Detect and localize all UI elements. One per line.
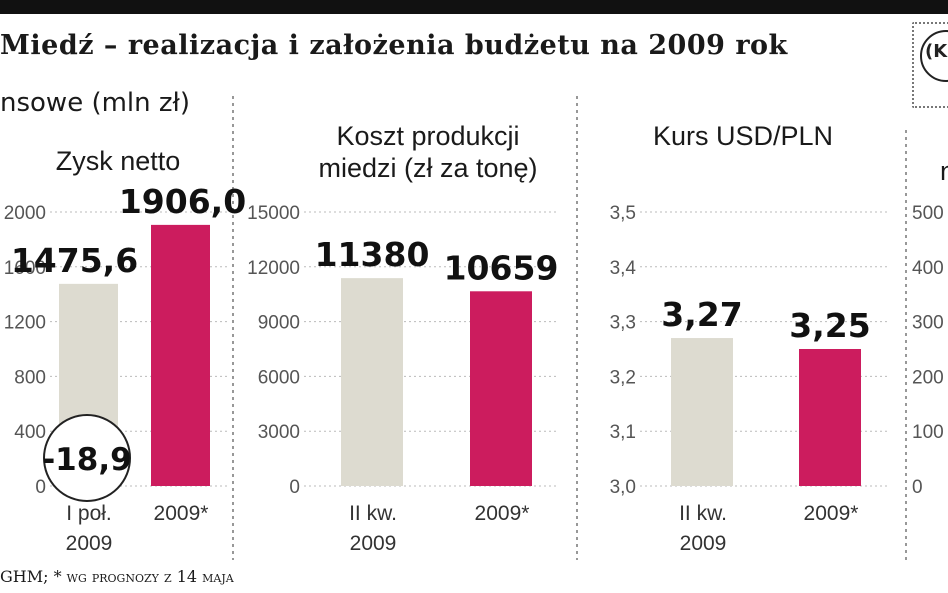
- y-tick-label: 12000: [247, 258, 300, 279]
- data-label: 10659: [444, 248, 559, 287]
- bar: [671, 338, 733, 486]
- y-tick-label: 15000: [247, 203, 300, 224]
- y-tick-label: 3,1: [610, 422, 636, 443]
- panel-title: Kurs USD/PLN: [653, 121, 833, 151]
- page-title: Miedź – realizacja i założenia budżetu n…: [0, 30, 788, 61]
- data-label: 11380: [315, 235, 430, 274]
- category-label: 2009*: [475, 502, 530, 525]
- data-label: 3,25: [789, 306, 870, 345]
- y-tick-label: 400: [912, 258, 944, 279]
- source-footnote: GHM; * wg prognozy z 14 maja: [0, 567, 234, 586]
- badge-text: (K: [925, 41, 948, 62]
- annotation-label: -18,9: [42, 442, 131, 478]
- category-label: I poł.: [66, 502, 112, 525]
- panel-title: Zysk netto: [56, 146, 181, 176]
- y-tick-label: 3,0: [610, 477, 636, 498]
- y-tick-label: 3,5: [610, 203, 636, 224]
- y-tick-label: 1200: [4, 313, 46, 334]
- bar: [341, 278, 403, 486]
- y-tick-label: 400: [14, 422, 46, 443]
- y-tick-label: 9000: [258, 313, 300, 334]
- top-bar: [0, 0, 948, 14]
- category-label: 2009: [66, 532, 113, 555]
- y-tick-label: 0: [35, 477, 46, 498]
- y-tick-label: 3,4: [610, 258, 637, 279]
- y-tick-label: 500: [912, 203, 944, 224]
- bar: [151, 224, 210, 487]
- y-tick-label: 6000: [258, 367, 300, 388]
- panel-title: Koszt produkcji: [336, 121, 519, 151]
- y-tick-label: 0: [289, 477, 300, 498]
- y-tick-label: 100: [912, 422, 944, 443]
- y-tick-label: 1600: [4, 258, 46, 279]
- y-tick-label: 200: [912, 367, 944, 388]
- category-label: 2009: [350, 532, 397, 555]
- category-label: II kw.: [679, 502, 727, 525]
- y-tick-label: 2000: [4, 203, 46, 224]
- y-tick-label: 800: [14, 367, 46, 388]
- category-label: 2009: [680, 532, 727, 555]
- category-label: II kw.: [349, 502, 397, 525]
- category-label: 2009*: [154, 502, 209, 525]
- y-tick-label: 3,3: [610, 313, 636, 334]
- bar: [470, 291, 532, 486]
- data-label: 1475,6: [11, 241, 138, 280]
- badge-box: [912, 22, 948, 108]
- panel-title: miedzi (zł za tonę): [318, 153, 537, 183]
- category-label: 2009*: [804, 502, 859, 525]
- y-tick-label: 3,2: [610, 367, 636, 388]
- panel-title: n: [940, 156, 948, 186]
- y-tick-label: 3000: [258, 422, 300, 443]
- annotation-circle: [43, 414, 131, 502]
- bar: [799, 349, 861, 486]
- section-label: nsowe (mln zł): [0, 88, 191, 118]
- data-label: 3,27: [661, 295, 742, 334]
- y-tick-label: 300: [912, 313, 944, 334]
- data-label: 1906,0: [119, 182, 246, 221]
- y-tick-label: 0: [912, 477, 923, 498]
